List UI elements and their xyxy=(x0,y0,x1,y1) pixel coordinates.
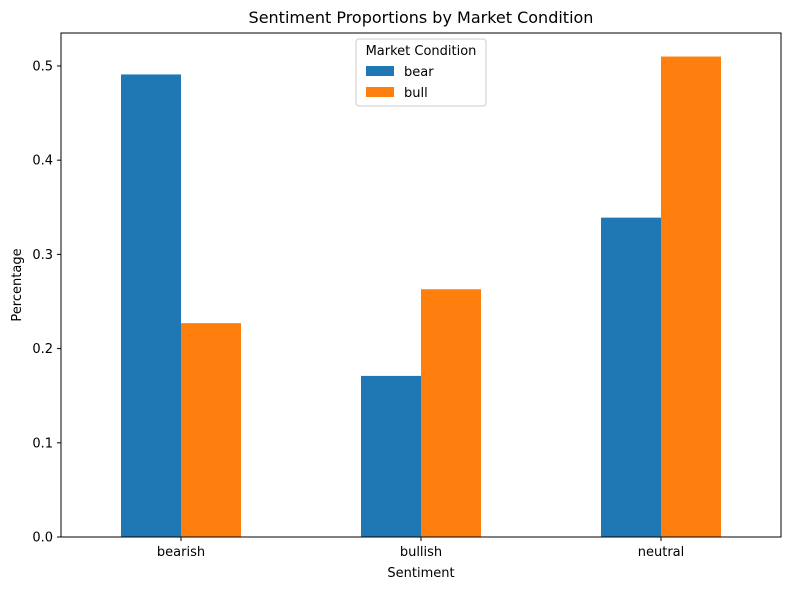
x-axis-label: Sentiment xyxy=(387,566,454,581)
legend-label-bull: bull xyxy=(404,86,428,101)
legend-label-bear: bear xyxy=(404,65,434,80)
bar-bull-bullish xyxy=(421,289,481,537)
y-tick-label: 0.2 xyxy=(32,342,53,357)
y-tick-label: 0.4 xyxy=(32,154,53,169)
x-axis: bearish bullish neutral xyxy=(157,537,684,560)
y-tick-label: 0.3 xyxy=(32,248,53,263)
bar-bear-bearish xyxy=(121,74,181,537)
legend-swatch-bull xyxy=(366,87,394,97)
x-tick-label: bearish xyxy=(157,545,205,560)
bars-group xyxy=(121,56,721,538)
bar-bear-bullish xyxy=(361,375,421,537)
y-tick-label: 0.0 xyxy=(32,531,53,546)
bar-bear-neutral xyxy=(601,217,661,537)
bar-bull-neutral xyxy=(661,56,721,538)
y-tick-label: 0.1 xyxy=(32,436,53,451)
chart-title: Sentiment Proportions by Market Conditio… xyxy=(249,8,594,27)
x-tick-label: bullish xyxy=(400,545,442,560)
y-axis-label: Percentage xyxy=(10,248,25,321)
legend: Market Condition bear bull xyxy=(355,38,487,107)
legend-title: Market Condition xyxy=(366,44,477,59)
legend-swatch-bear xyxy=(366,66,394,76)
x-tick-label: neutral xyxy=(638,545,685,560)
y-axis: 0.0 0.1 0.2 0.3 0.4 0.5 xyxy=(32,59,61,546)
bar-bull-bearish xyxy=(181,323,241,537)
y-tick-label: 0.5 xyxy=(32,59,53,74)
